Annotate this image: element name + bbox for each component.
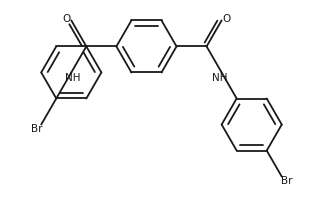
Text: NH: NH: [65, 73, 80, 83]
Text: NH: NH: [213, 73, 228, 83]
Text: O: O: [222, 14, 230, 24]
Text: Br: Br: [31, 124, 42, 134]
Text: Br: Br: [281, 176, 292, 186]
Text: O: O: [63, 14, 71, 24]
